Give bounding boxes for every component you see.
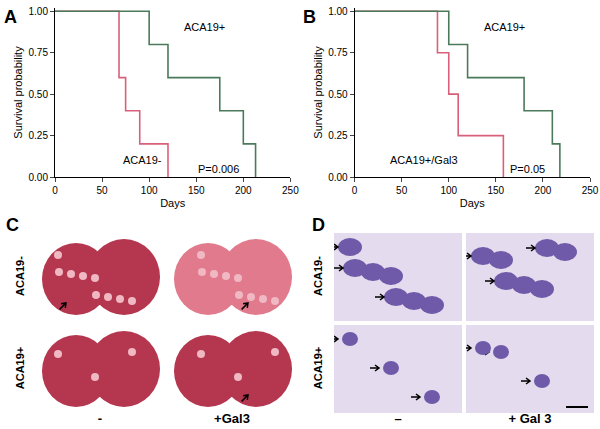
svg-text:P=0.05: P=0.05 bbox=[510, 163, 545, 175]
svg-text:P=0.006: P=0.006 bbox=[198, 163, 239, 175]
svg-text:100: 100 bbox=[141, 185, 158, 196]
html-text:ACA19+: ACA19+ bbox=[14, 346, 26, 390]
svg-text:150: 150 bbox=[188, 185, 205, 196]
svg-text:100: 100 bbox=[440, 185, 457, 196]
html-text:ACA19-: ACA19- bbox=[312, 256, 324, 296]
svg-text:ACA19-: ACA19- bbox=[123, 154, 162, 166]
svg-text:0.50: 0.50 bbox=[29, 89, 49, 100]
svg-text:200: 200 bbox=[235, 185, 252, 196]
svg-text:50: 50 bbox=[97, 185, 109, 196]
svg-text:Days: Days bbox=[160, 197, 186, 209]
html-text:ACA19+: ACA19+ bbox=[312, 346, 324, 390]
svg-text:0.00: 0.00 bbox=[328, 172, 348, 183]
svg-text:1.00: 1.00 bbox=[328, 6, 348, 17]
svg-text:ACA19+: ACA19+ bbox=[484, 21, 525, 33]
svg-text:0.75: 0.75 bbox=[29, 47, 49, 58]
html-text:+Gal3: +Gal3 bbox=[214, 411, 250, 426]
svg-text:Survival probability: Survival probability bbox=[312, 46, 324, 139]
svg-text:0: 0 bbox=[352, 185, 358, 196]
html-text:ACA19-: ACA19- bbox=[14, 256, 26, 296]
svg-text:250: 250 bbox=[582, 185, 599, 196]
svg-text:Days: Days bbox=[460, 197, 486, 209]
svg-text:50: 50 bbox=[396, 185, 408, 196]
svg-text:200: 200 bbox=[535, 185, 552, 196]
svg-text:ACA19+/Gal3: ACA19+/Gal3 bbox=[390, 154, 458, 166]
svg-text:250: 250 bbox=[282, 185, 299, 196]
svg-text:0: 0 bbox=[52, 185, 58, 196]
svg-text:0.50: 0.50 bbox=[328, 89, 348, 100]
svg-text:0.25: 0.25 bbox=[29, 130, 49, 141]
svg-text:0.00: 0.00 bbox=[29, 172, 49, 183]
html-text:+ Gal 3: + Gal 3 bbox=[508, 411, 552, 426]
svg-text:A: A bbox=[4, 7, 17, 27]
html-text:D: D bbox=[312, 215, 325, 235]
svg-text:1.00: 1.00 bbox=[29, 6, 49, 17]
svg-text:150: 150 bbox=[487, 185, 504, 196]
svg-text:0.25: 0.25 bbox=[328, 130, 348, 141]
svg-text:B: B bbox=[303, 7, 316, 27]
html-text:C: C bbox=[6, 215, 19, 235]
svg-text:ACA19+: ACA19+ bbox=[184, 21, 225, 33]
svg-text:0.75: 0.75 bbox=[328, 47, 348, 58]
svg-text:Survival probability: Survival probability bbox=[12, 46, 24, 139]
